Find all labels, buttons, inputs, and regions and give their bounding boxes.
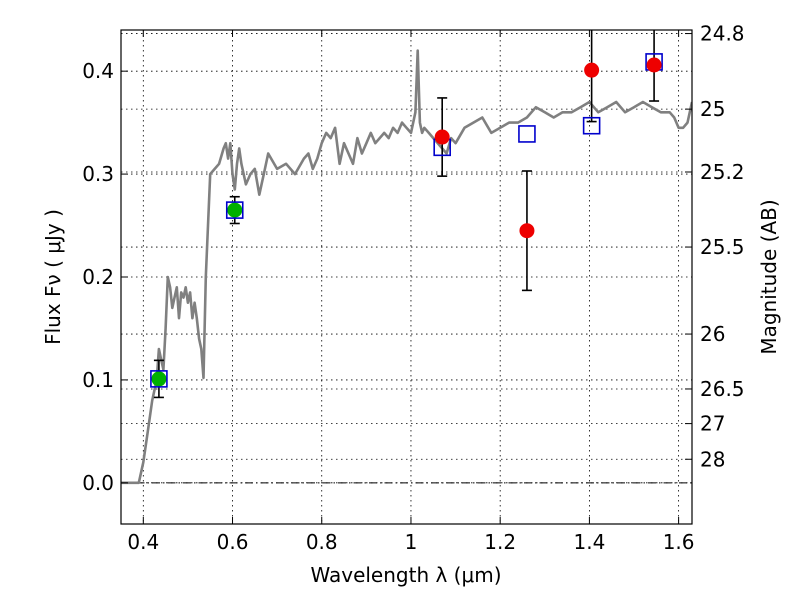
magnitude-tick-label: 27 <box>700 412 725 436</box>
magnitude-tick-label: 26.5 <box>700 377 745 401</box>
green-point <box>151 371 167 387</box>
y-tick-label: 0.2 <box>82 265 114 289</box>
model-square <box>518 125 536 143</box>
magnitude-tick-label: 25 <box>700 97 725 121</box>
red-point <box>646 57 662 73</box>
x-tick-label: 0.8 <box>306 530 338 554</box>
model-square <box>225 201 244 219</box>
x-tick-label: 0.6 <box>217 530 249 554</box>
spectrum-line <box>121 49 692 485</box>
green-point <box>227 202 243 218</box>
x-tick-label: 0.4 <box>127 530 159 554</box>
grid <box>121 30 692 524</box>
model-square <box>582 116 601 135</box>
x-tick-label: 1.2 <box>484 530 516 554</box>
x-tick-label: 1 <box>405 530 418 554</box>
magnitude-tick-label: 28 <box>700 447 725 471</box>
red-point <box>434 129 450 145</box>
magnitude-tick-label: 26 <box>700 322 725 346</box>
red-point <box>519 223 535 239</box>
right-axis-label: Magnitude (AB) <box>757 199 781 354</box>
model-square <box>150 370 168 388</box>
magnitude-tick-label: 24.8 <box>700 22 745 46</box>
y-axis-label: Flux Fν ( μJy ) <box>41 209 65 345</box>
axis-ticks: 0.4 0.6 0.8 1 1.2 1.4 1.6 0.0 0.1 0.2 0.3 0.4 24.8 25… <box>82 22 744 554</box>
magnitude-tick-label: 25.2 <box>700 160 745 184</box>
red-point <box>584 62 600 78</box>
y-tick-label: 0.0 <box>82 471 114 495</box>
x-tick-label: 1.4 <box>573 530 605 554</box>
y-tick-label: 0.1 <box>82 368 114 392</box>
y-tick-label: 0.4 <box>82 59 114 83</box>
plot-area <box>121 30 692 485</box>
x-tick-label: 1.6 <box>663 530 695 554</box>
x-axis-label: Wavelength λ (μm) <box>310 563 501 587</box>
magnitude-tick-label: 25.5 <box>700 235 745 259</box>
y-tick-label: 0.3 <box>82 162 114 186</box>
